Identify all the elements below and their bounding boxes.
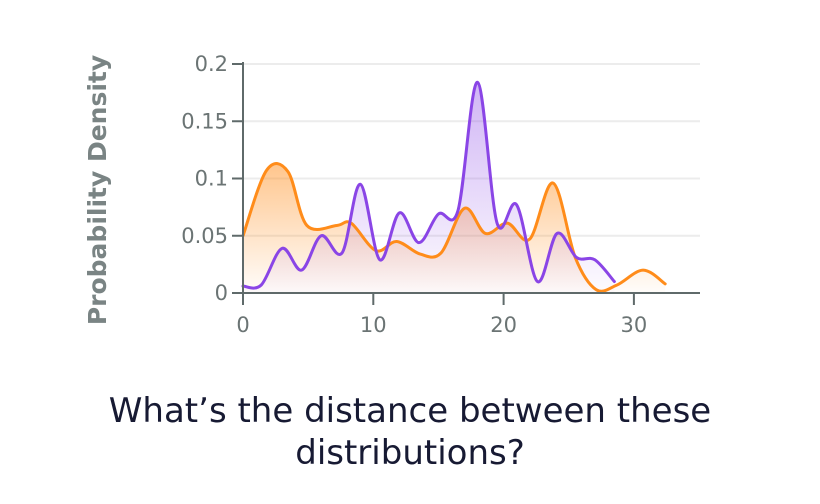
x-tick-label: 20 bbox=[490, 313, 517, 337]
y-tick-label: 0.15 bbox=[181, 109, 228, 133]
purple-series-line bbox=[241, 80, 616, 290]
axes bbox=[232, 62, 700, 305]
y-tick-label: 0.2 bbox=[195, 52, 228, 76]
question-text: What’s the distance between these distri… bbox=[0, 390, 820, 474]
question-line-2: distributions? bbox=[295, 433, 525, 473]
x-tick-label: 30 bbox=[621, 313, 648, 337]
tick-labels: 0 0.05 0.1 0.15 0.2 0 10 20 30 bbox=[181, 52, 647, 337]
orange-series-line bbox=[241, 162, 667, 293]
y-axis-label: Probability Density bbox=[83, 55, 112, 325]
purple-series-fill bbox=[243, 82, 615, 293]
x-tick-label: 10 bbox=[360, 313, 387, 337]
x-tick-label: 0 bbox=[236, 313, 249, 337]
question-line-1: What’s the distance between these bbox=[108, 391, 712, 431]
y-tick-label: 0.05 bbox=[181, 224, 228, 248]
y-tick-label: 0 bbox=[215, 281, 228, 305]
series-lines bbox=[241, 80, 667, 293]
y-tick-label: 0.1 bbox=[195, 167, 228, 191]
